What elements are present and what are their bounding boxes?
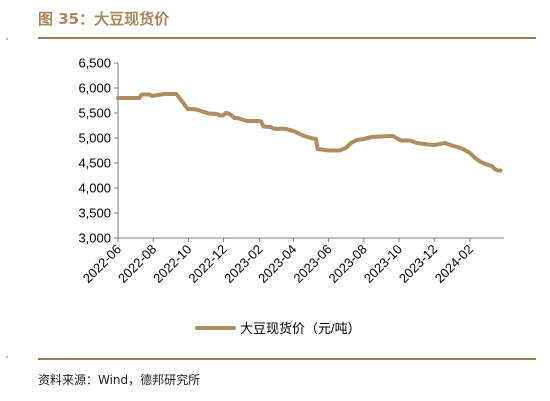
source-rule	[38, 358, 536, 360]
margin-mark	[6, 356, 8, 358]
y-tick-label: 4,000	[78, 181, 111, 196]
figure-title: 图 35：大豆现货价	[38, 10, 170, 28]
y-tick-label: 3,000	[78, 231, 111, 246]
x-tick-label: 2023-08	[326, 242, 370, 286]
x-tick-label: 2023-06	[290, 242, 334, 286]
source-note: 资料来源：Wind，德邦研究所	[38, 373, 201, 387]
y-tick-label: 6,500	[78, 56, 111, 71]
y-tick-label: 5,000	[78, 131, 111, 146]
x-tick-label: 2022-08	[115, 242, 159, 286]
legend-label: 大豆现货价（元/吨）	[240, 321, 361, 336]
x-tick-label: 2024-02	[432, 242, 476, 286]
x-tick-label: 2023-12	[396, 242, 440, 286]
series-layer	[116, 92, 503, 173]
y-tick-label: 5,500	[78, 106, 111, 121]
y-tick-label: 6,000	[78, 81, 111, 96]
y-tick-label: 4,500	[78, 156, 111, 171]
x-tick-label: 2022-12	[185, 242, 229, 286]
x-tick-label: 2023-10	[361, 242, 405, 286]
x-tick-label: 2023-04	[255, 242, 299, 286]
legend: 大豆现货价（元/吨）	[195, 321, 361, 336]
margin-mark	[6, 38, 8, 40]
y-tick-label: 3,500	[78, 206, 111, 221]
x-tick-label: 2022-10	[150, 242, 194, 286]
x-tick-label: 2022-06	[80, 242, 124, 286]
x-axis: 2022-062022-082022-102022-122023-022023-…	[80, 237, 504, 286]
series-line-0	[116, 92, 503, 173]
y-axis: 6,500 6,000 5,500 5,000 4,500 4,000 3,500 3,000	[78, 56, 119, 246]
line-chart: 6,500 6,000 5,500 5,000 4,500 4,000 3,500 3,000…	[78, 56, 504, 336]
title-rule	[38, 37, 536, 39]
